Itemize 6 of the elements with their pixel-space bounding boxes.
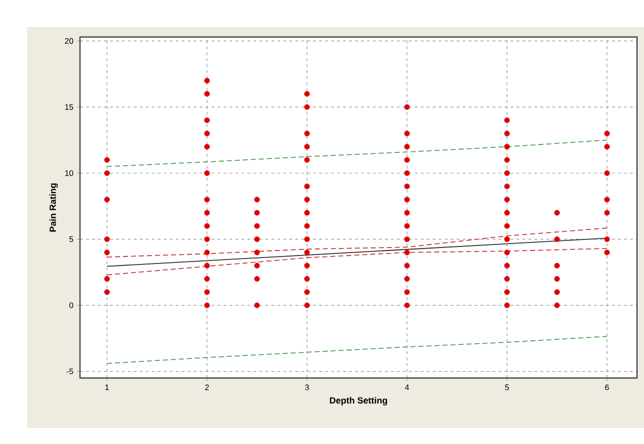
y-axis-title: Pain Rating — [49, 183, 58, 232]
line-series — [106, 140, 608, 167]
line-series — [106, 228, 608, 258]
line-series — [106, 248, 608, 276]
x-axis-title: Depth Setting — [330, 397, 388, 406]
line-series — [106, 336, 608, 364]
